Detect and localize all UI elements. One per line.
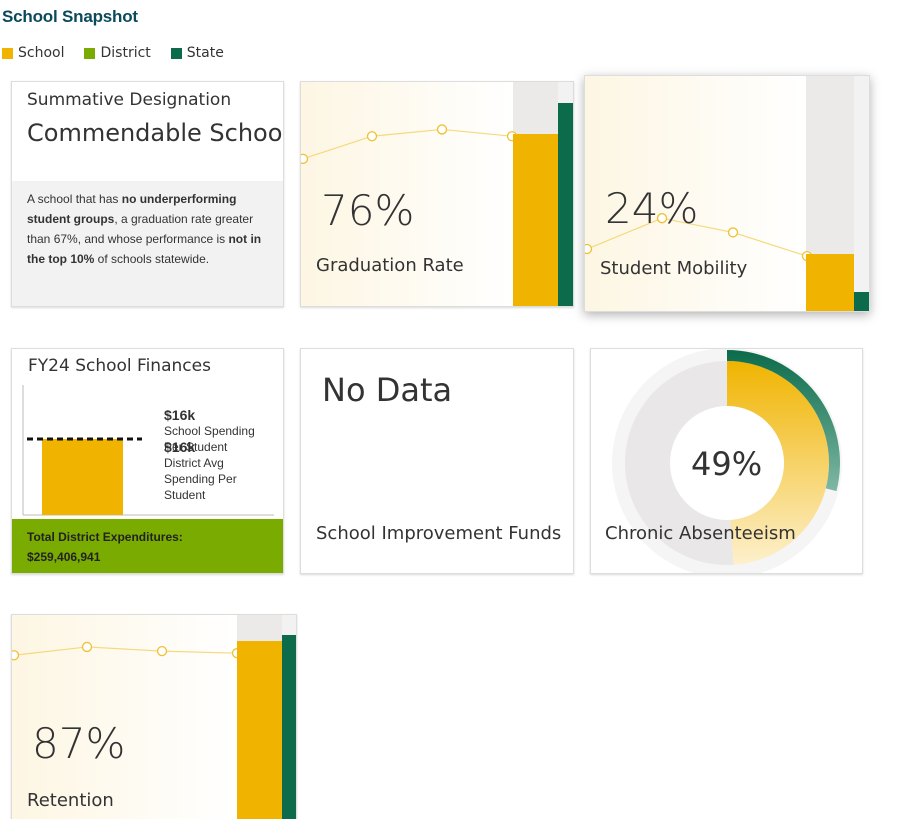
- summative-description-part: A school that has: [27, 192, 122, 206]
- improvement-label: School Improvement Funds: [316, 523, 562, 544]
- mob-trend-point: [585, 243, 593, 255]
- mobility-state-band: [854, 76, 869, 311]
- grad-trend-point: [366, 131, 378, 142]
- school-improvement-funds-card[interactable]: No Data School Improvement Funds: [300, 348, 574, 574]
- graduation-school-bar: [513, 134, 558, 306]
- legend: School District State: [2, 45, 244, 61]
- legend-swatch-state: [170, 47, 182, 59]
- school-finances-card[interactable]: FY24 School Finances $16k School Spendin…: [11, 348, 284, 574]
- mob-trend-point: [727, 227, 739, 238]
- district-spending-text: District Avg Spending Per Student: [164, 456, 237, 502]
- absenteeism-donut: [612, 349, 842, 573]
- district-spending-amount: $16k: [164, 439, 196, 455]
- mobility-state-bar: [854, 292, 869, 311]
- legend-swatch-district: [84, 47, 96, 59]
- ret-trend-point: [156, 645, 168, 657]
- mobility-value: 24%: [605, 184, 699, 233]
- summative-description: A school that has no underperforming stu…: [12, 181, 283, 306]
- chronic-absenteeism-card[interactable]: 49% Chronic Absenteeism: [590, 348, 863, 574]
- school-spending-text: School Spending Per Student: [164, 424, 255, 454]
- grad-trend-point: [301, 153, 309, 164]
- finances-school-bar: [42, 439, 123, 515]
- ret-trend-path: [13, 646, 238, 656]
- graduation-label: Graduation Rate: [316, 255, 464, 276]
- total-expenditures-value: $259,406,941: [27, 550, 101, 564]
- absenteeism-school-arc: [727, 361, 829, 565]
- absenteeism-value: 49%: [691, 445, 763, 483]
- ret-trend-point: [81, 641, 93, 653]
- mobility-school-bar: [806, 254, 854, 311]
- improvement-no-data: No Data: [322, 371, 453, 409]
- legend-label-state: State: [186, 45, 224, 61]
- grad-trend-path: [302, 128, 513, 160]
- graduation-value: 76%: [321, 186, 415, 235]
- legend-swatch-school: [2, 47, 13, 59]
- mobility-label: Student Mobility: [600, 258, 748, 279]
- retention-label: Retention: [27, 790, 114, 811]
- grad-trend-point: [436, 124, 448, 135]
- school-spending-label: $16k School Spending Per Student: [164, 407, 274, 455]
- legend-item-district: District: [84, 45, 151, 61]
- mob-trend-path: [586, 217, 808, 257]
- graduation-state-bar: [558, 102, 573, 306]
- graduation-background: [301, 82, 513, 306]
- summative-designation-card[interactable]: Summative Designation Commendable School…: [11, 81, 284, 307]
- absenteeism-center: [670, 406, 784, 520]
- absenteeism-label: Chronic Absenteeism: [605, 523, 796, 544]
- retention-school-bar: [237, 640, 282, 819]
- mob-trend-point: [656, 213, 668, 224]
- legend-label-district: District: [100, 45, 151, 61]
- retention-state-bar: [282, 634, 296, 819]
- summative-description-part: no underperforming student groups: [27, 192, 237, 226]
- summative-description-part: of schools statewide.: [94, 252, 210, 266]
- student-mobility-card[interactable]: 24% Student Mobility: [584, 75, 870, 312]
- district-spending-label: $16k District Avg Spending Per Student: [164, 439, 259, 503]
- legend-item-school: School: [2, 45, 64, 61]
- legend-label-school: School: [18, 45, 65, 61]
- absenteeism-state-arc: [727, 350, 840, 492]
- finances-chart: [22, 385, 274, 516]
- graduation-rate-card[interactable]: 76% Graduation Rate: [300, 81, 574, 307]
- legend-item-state: State: [170, 45, 224, 61]
- finances-footer: Total District Expenditures: $259,406,94…: [12, 519, 283, 573]
- mobility-background: [585, 76, 806, 311]
- school-spending-amount: $16k: [164, 407, 196, 423]
- finances-title: FY24 School Finances: [28, 356, 211, 376]
- summative-value: Commendable School: [27, 119, 284, 147]
- retention-card[interactable]: 87% Retention: [11, 614, 297, 819]
- total-expenditures-label: Total District Expenditures:: [27, 530, 183, 544]
- summative-description-part: , a graduation rate greater than 67%, an…: [27, 212, 254, 246]
- summative-description-part: not in the top 10%: [27, 232, 262, 266]
- page-title: School Snapshot: [2, 7, 138, 26]
- ret-trend-point: [12, 650, 20, 661]
- summative-label: Summative Designation: [27, 90, 232, 110]
- retention-value: 87%: [32, 719, 126, 768]
